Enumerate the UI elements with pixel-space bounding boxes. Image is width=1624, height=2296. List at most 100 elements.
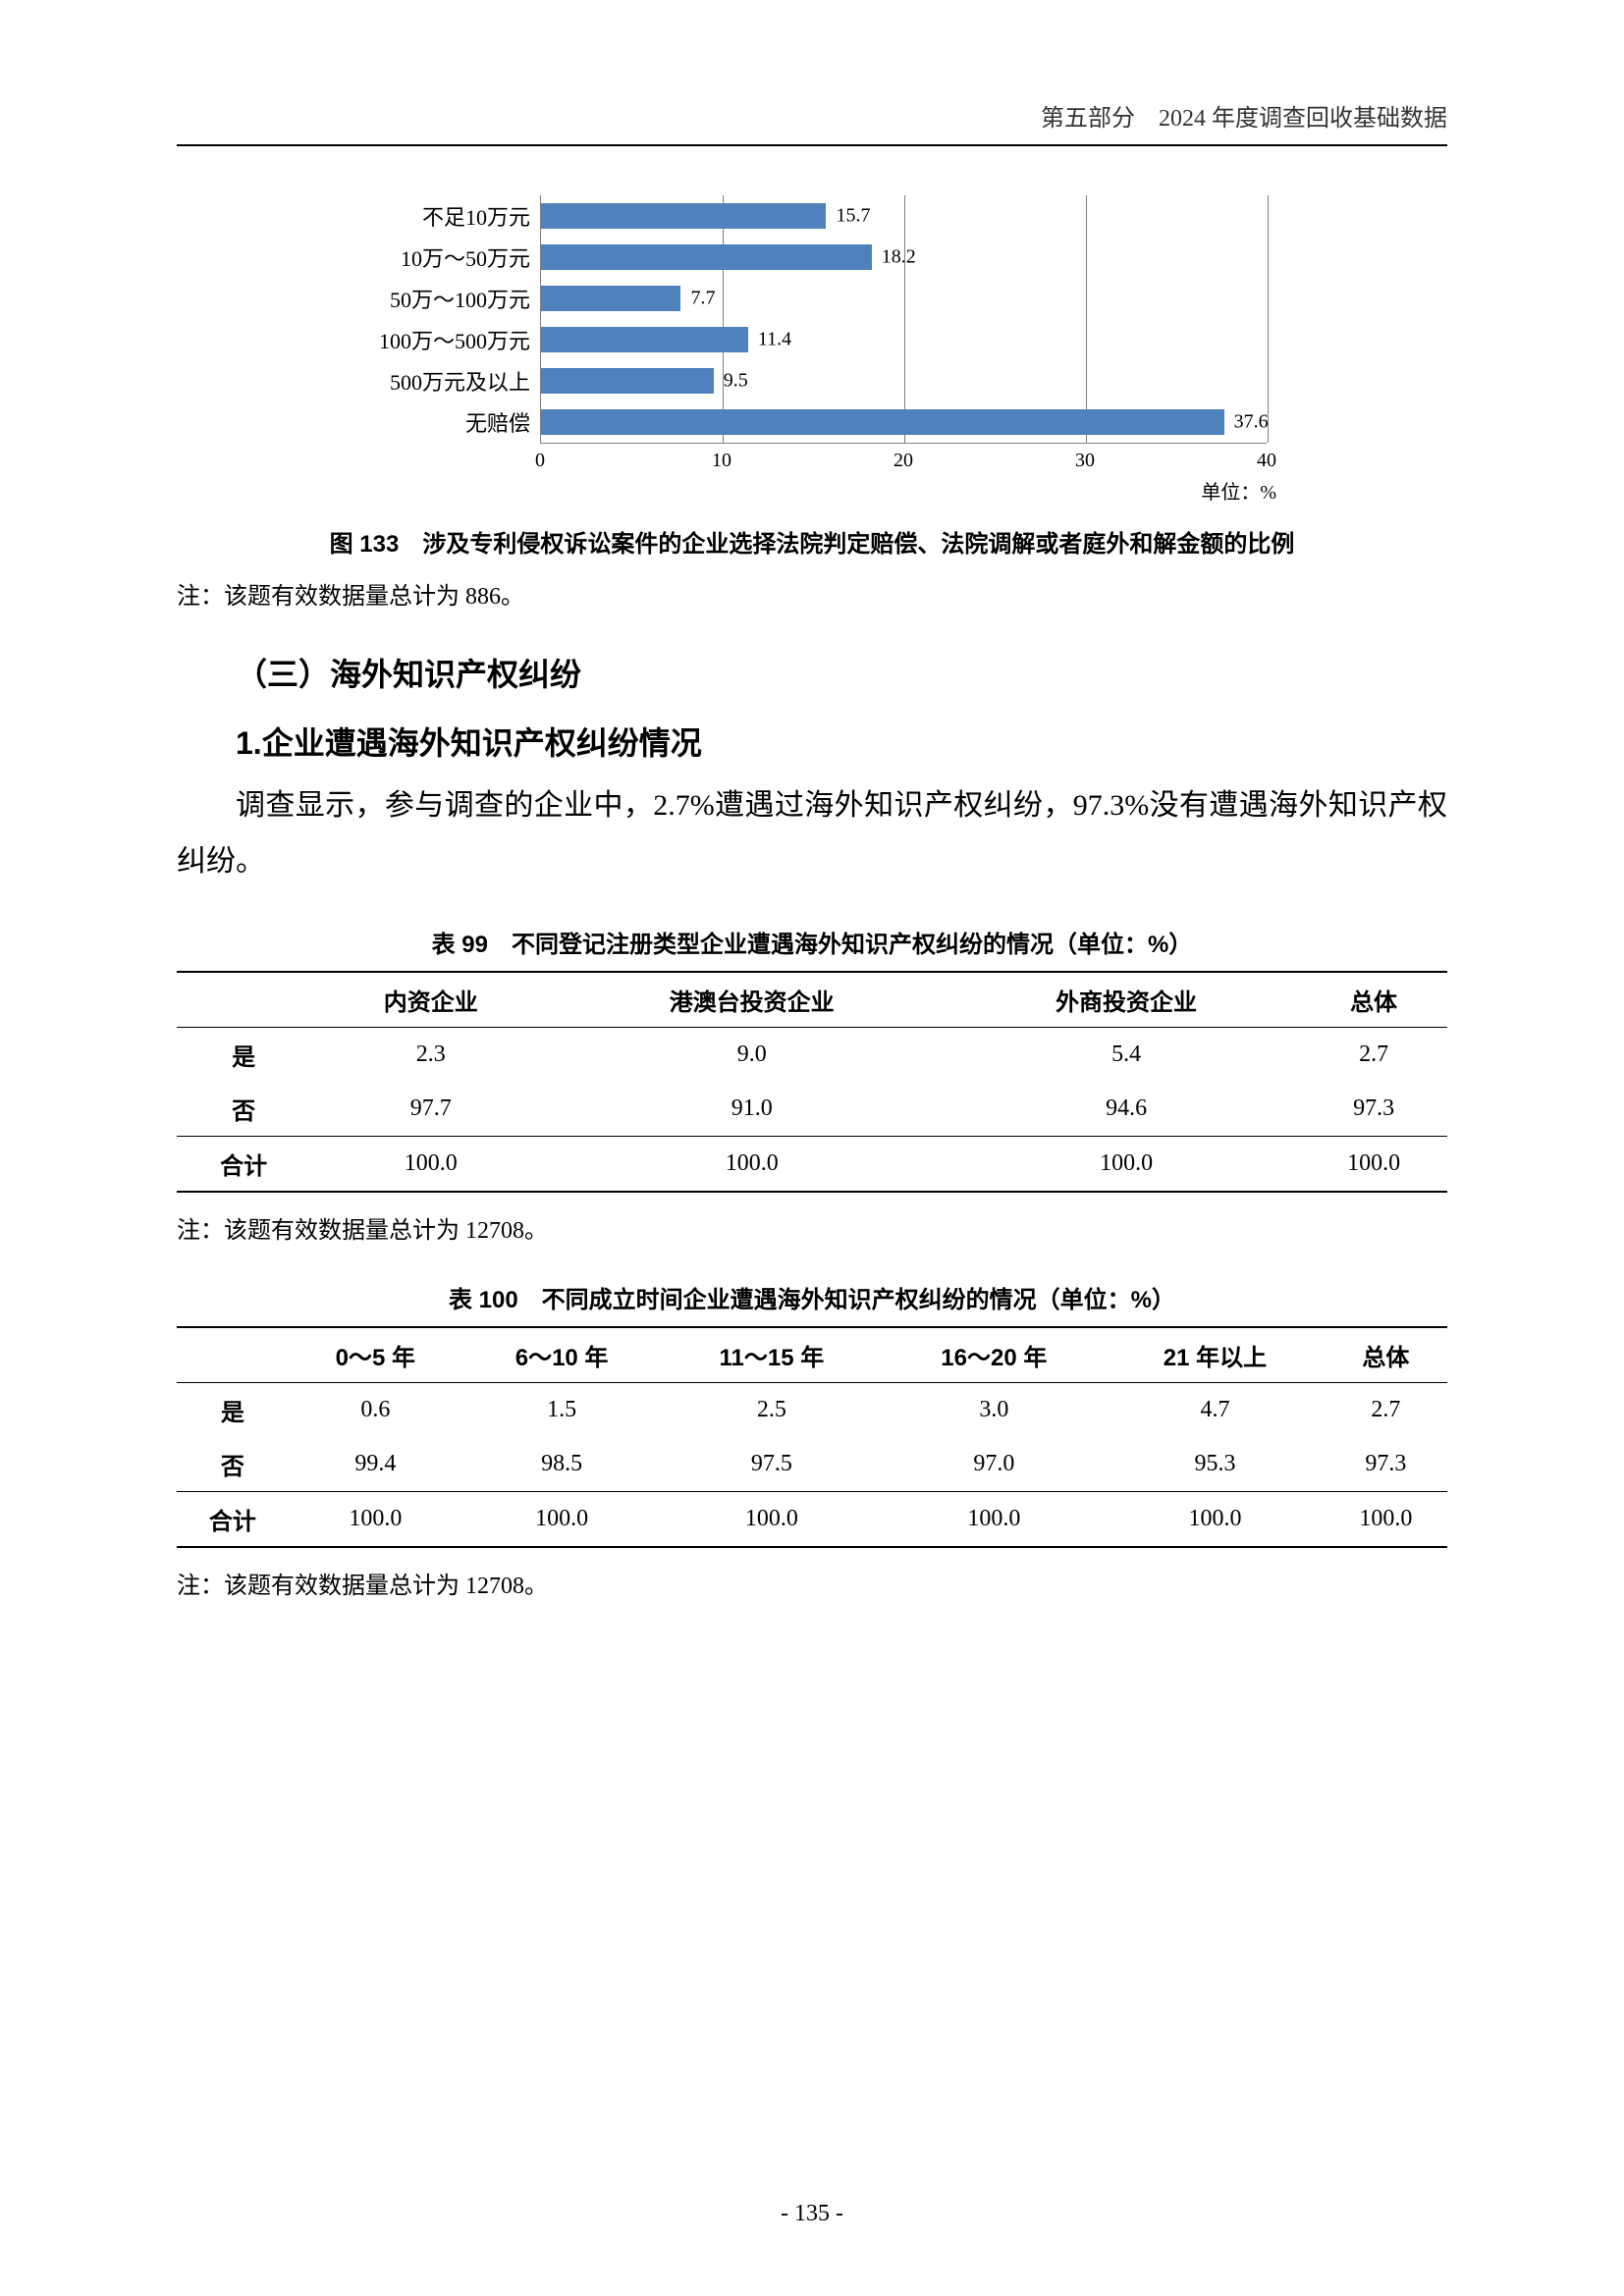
table-row: 是2.39.05.42.7 [177, 1028, 1447, 1083]
figure-note: 注：该题有效数据量总计为 886。 [177, 576, 1447, 611]
table-cell: 9.0 [551, 1028, 952, 1083]
table-cell: 100.0 [1325, 1492, 1447, 1548]
table-100-caption: 表 100 不同成立时间企业遭遇海外知识产权纠纷的情况（单位：%） [177, 1280, 1447, 1314]
table-row: 是0.61.52.53.04.72.7 [177, 1383, 1447, 1438]
chart-value-label: 37.6 [1234, 411, 1269, 434]
table-cell: 100.0 [551, 1137, 952, 1193]
table-header-cell: 总体 [1300, 972, 1447, 1028]
table-cell: 97.0 [882, 1437, 1106, 1492]
chart-plot-area: 9.5 [540, 360, 1276, 401]
table-cell: 100.0 [310, 1137, 551, 1193]
chart-value-label: 18.2 [882, 246, 916, 269]
table-cell: 99.4 [289, 1437, 462, 1492]
chart-tick-label: 0 [535, 450, 545, 472]
table-row: 否97.791.094.697.3 [177, 1082, 1447, 1137]
table-header-cell: 0～5 年 [289, 1327, 462, 1383]
sub-heading: 1.企业遭遇海外知识产权纠纷情况 [236, 719, 1447, 764]
table-cell: 1.5 [462, 1383, 661, 1438]
table-header-cell: 16～20 年 [882, 1327, 1106, 1383]
page-number: - 135 - [0, 2201, 1624, 2227]
table-cell: 5.4 [952, 1028, 1300, 1083]
chart-bar: 15.7 [541, 203, 826, 229]
table-row: 否99.498.597.597.095.397.3 [177, 1437, 1447, 1492]
table-cell: 94.6 [952, 1082, 1300, 1137]
chart-tick-label: 40 [1257, 450, 1276, 472]
header-part: 第五部分 [1041, 106, 1135, 132]
chart-category-label: 不足10万元 [334, 200, 540, 232]
page: 第五部分 2024 年度调查回收基础数据 不足10万元15.710万～50万元1… [0, 0, 1624, 2296]
chart-tick-label: 10 [712, 450, 731, 472]
table-cell: 98.5 [462, 1437, 661, 1492]
table-cell: 100.0 [289, 1492, 462, 1548]
table-cell: 97.5 [661, 1437, 882, 1492]
table-99: 内资企业港澳台投资企业外商投资企业总体是2.39.05.42.7否97.791.… [177, 971, 1447, 1193]
chart-category-label: 100万～500万元 [334, 324, 540, 355]
table-cell: 4.7 [1106, 1383, 1325, 1438]
table-99-note: 注：该题有效数据量总计为 12708。 [177, 1210, 1447, 1245]
chart-bar: 9.5 [541, 368, 714, 394]
table-cell: 3.0 [882, 1383, 1106, 1438]
body-paragraph: 调查显示，参与调查的企业中，2.7%遭遇过海外知识产权纠纷，97.3%没有遭遇海… [177, 777, 1447, 889]
table-cell: 2.3 [310, 1028, 551, 1083]
chart-category-label: 50万～100万元 [334, 283, 540, 314]
chart-row: 不足10万元15.7 [334, 195, 1276, 237]
table-cell: 100.0 [462, 1492, 661, 1548]
table-cell: 97.3 [1325, 1437, 1447, 1492]
chart-plot-area: 7.7 [540, 278, 1276, 319]
table-99-caption: 表 99 不同登记注册类型企业遭遇海外知识产权纠纷的情况（单位：%） [177, 925, 1447, 959]
table-cell: 100.0 [882, 1492, 1106, 1548]
table-cell: 100.0 [952, 1137, 1300, 1193]
chart-category-label: 无赔偿 [334, 406, 540, 438]
table-header-cell: 11～15 年 [661, 1327, 882, 1383]
chart-bar: 37.6 [541, 409, 1224, 435]
chart-value-label: 15.7 [836, 205, 870, 228]
chart-plot-area: 37.6 [540, 401, 1276, 443]
table-cell: 95.3 [1106, 1437, 1325, 1492]
chart-tick-label: 20 [893, 450, 913, 472]
chart-tick-label: 30 [1075, 450, 1095, 472]
chart-value-label: 7.7 [690, 288, 715, 310]
chart-row: 500万元及以上9.5 [334, 360, 1276, 401]
header-title: 2024 年度调查回收基础数据 [1159, 106, 1447, 132]
table-cell: 合计 [177, 1137, 310, 1193]
table-cell: 97.7 [310, 1082, 551, 1137]
table-header-cell: 总体 [1325, 1327, 1447, 1383]
section-heading: （三）海外知识产权纠纷 [236, 650, 1447, 695]
table-cell: 100.0 [1106, 1492, 1325, 1548]
table-cell: 0.6 [289, 1383, 462, 1438]
table-cell: 100.0 [1300, 1137, 1447, 1193]
table-total-row: 合计100.0100.0100.0100.0 [177, 1137, 1447, 1193]
table-cell: 是 [177, 1383, 289, 1438]
table-100: 0～5 年6～10 年11～15 年16～20 年21 年以上总体是0.61.5… [177, 1326, 1447, 1548]
chart-row: 50万～100万元 7.7 [334, 278, 1276, 319]
chart-unit-label: 单位：% [334, 476, 1276, 505]
table-cell: 是 [177, 1028, 310, 1083]
table-cell: 97.3 [1300, 1082, 1447, 1137]
chart-plot-area: 11.4 [540, 319, 1276, 360]
chart-x-axis: 010203040 [540, 443, 1267, 472]
chart-plot-area: 18.2 [540, 237, 1276, 278]
table-cell: 2.5 [661, 1383, 882, 1438]
table-header-cell: 21 年以上 [1106, 1327, 1325, 1383]
chart-bar: 18.2 [541, 244, 872, 270]
table-cell: 2.7 [1325, 1383, 1447, 1438]
chart-row: 100万～500万元11.4 [334, 319, 1276, 360]
chart-category-label: 500万元及以上 [334, 365, 540, 397]
table-cell: 否 [177, 1082, 310, 1137]
table-header-cell: 外商投资企业 [952, 972, 1300, 1028]
chart-bar: 11.4 [541, 327, 748, 352]
chart-133: 不足10万元15.710万～50万元18.250万～100万元7.7100万～5… [334, 195, 1276, 505]
table-cell: 2.7 [1300, 1028, 1447, 1083]
table-100-note: 注：该题有效数据量总计为 12708。 [177, 1566, 1447, 1600]
chart-value-label: 11.4 [758, 329, 791, 351]
table-cell: 91.0 [551, 1082, 952, 1137]
table-cell: 否 [177, 1437, 289, 1492]
table-total-row: 合计100.0100.0100.0100.0100.0100.0 [177, 1492, 1447, 1548]
page-header: 第五部分 2024 年度调查回收基础数据 [177, 98, 1447, 146]
table-header-cell: 6～10 年 [462, 1327, 661, 1383]
chart-row: 10万～50万元18.2 [334, 237, 1276, 278]
table-header-cell [177, 972, 310, 1028]
chart-category-label: 10万～50万元 [334, 241, 540, 273]
chart-value-label: 9.5 [724, 370, 748, 393]
table-cell: 合计 [177, 1492, 289, 1548]
